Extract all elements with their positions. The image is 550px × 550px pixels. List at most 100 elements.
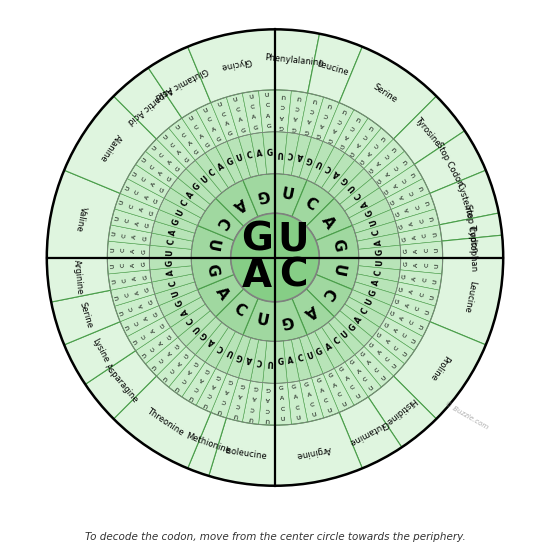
Text: G: G	[204, 142, 211, 148]
Wedge shape	[391, 294, 436, 322]
Text: A: A	[133, 276, 138, 280]
Text: U: U	[112, 231, 117, 236]
Wedge shape	[188, 412, 227, 476]
Text: A: A	[167, 160, 173, 166]
Text: U: U	[151, 145, 158, 152]
Wedge shape	[148, 47, 211, 118]
Text: Alanine: Alanine	[98, 132, 123, 163]
Text: G: G	[399, 223, 405, 229]
Wedge shape	[283, 133, 300, 175]
Wedge shape	[322, 153, 355, 192]
Text: U: U	[163, 134, 169, 141]
Text: A: A	[139, 207, 145, 213]
Text: © Buzzle.com: © Buzzle.com	[443, 401, 489, 431]
Wedge shape	[250, 340, 267, 383]
Wedge shape	[299, 335, 323, 378]
Text: A: A	[377, 160, 383, 166]
Text: U: U	[125, 324, 131, 330]
Wedge shape	[345, 297, 386, 327]
Text: G: G	[350, 359, 356, 366]
Text: C: C	[235, 402, 241, 408]
Wedge shape	[47, 257, 111, 302]
Wedge shape	[114, 294, 159, 322]
Wedge shape	[196, 103, 227, 147]
Wedge shape	[164, 188, 205, 218]
Text: G: G	[194, 149, 200, 156]
Wedge shape	[307, 332, 334, 373]
Text: A: A	[224, 121, 230, 128]
Text: A: A	[280, 114, 284, 119]
Text: G: G	[384, 322, 390, 328]
Wedge shape	[188, 29, 275, 103]
Text: G: G	[226, 157, 235, 168]
Text: A: A	[266, 396, 270, 402]
Text: C: C	[295, 405, 300, 411]
Text: G: G	[192, 182, 203, 192]
Text: U: U	[342, 107, 348, 114]
Wedge shape	[243, 381, 263, 425]
Text: G: G	[204, 366, 211, 373]
Text: C: C	[207, 392, 213, 398]
Text: G: G	[368, 166, 376, 173]
Text: A: A	[188, 368, 194, 375]
Wedge shape	[395, 209, 439, 233]
Text: C: C	[309, 107, 315, 113]
Text: U: U	[296, 415, 301, 421]
Wedge shape	[275, 299, 307, 342]
Text: Asparagine: Asparagine	[103, 362, 141, 404]
Text: A: A	[212, 284, 231, 302]
Text: U: U	[188, 394, 195, 400]
Text: C: C	[182, 376, 188, 383]
Text: U: U	[381, 134, 387, 141]
Wedge shape	[315, 327, 345, 369]
Text: U: U	[265, 417, 270, 422]
Text: A: A	[238, 392, 243, 398]
Text: A: A	[356, 141, 362, 147]
Text: U: U	[133, 171, 139, 177]
Wedge shape	[114, 194, 159, 221]
Circle shape	[231, 213, 319, 302]
Wedge shape	[216, 180, 258, 226]
Text: G: G	[316, 131, 322, 138]
Wedge shape	[47, 170, 120, 257]
Wedge shape	[442, 235, 503, 257]
Text: A: A	[207, 337, 218, 347]
Text: U: U	[340, 330, 351, 340]
Text: G: G	[395, 299, 402, 305]
Text: U: U	[255, 312, 270, 329]
Text: Cysteine: Cysteine	[455, 181, 474, 219]
Wedge shape	[120, 179, 164, 210]
Wedge shape	[155, 210, 197, 233]
Text: G: G	[364, 208, 375, 217]
Text: A: A	[280, 396, 284, 402]
Text: G: G	[142, 274, 149, 279]
Text: U: U	[265, 93, 270, 98]
Text: A: A	[212, 126, 217, 133]
Wedge shape	[323, 368, 354, 412]
Wedge shape	[364, 337, 405, 376]
Wedge shape	[368, 376, 436, 447]
Text: A: A	[256, 149, 263, 159]
Text: A: A	[320, 121, 326, 128]
Text: U: U	[347, 182, 358, 192]
Text: C: C	[424, 248, 430, 252]
Text: G: G	[377, 176, 384, 183]
Text: G: G	[166, 176, 173, 183]
Text: G: G	[279, 124, 284, 129]
Wedge shape	[307, 141, 334, 184]
Wedge shape	[287, 91, 307, 134]
Text: A: A	[324, 342, 334, 353]
Text: G: G	[304, 382, 310, 388]
Text: C: C	[309, 402, 315, 408]
Wedge shape	[258, 383, 275, 425]
Wedge shape	[311, 373, 339, 418]
Text: A: A	[356, 368, 362, 375]
Text: C: C	[159, 152, 166, 159]
Text: U: U	[202, 107, 208, 114]
Wedge shape	[216, 332, 243, 373]
Wedge shape	[216, 289, 258, 335]
Text: Glutamine: Glutamine	[347, 418, 390, 447]
Wedge shape	[170, 178, 210, 211]
Text: U: U	[425, 200, 431, 206]
Text: Tryptophan: Tryptophan	[467, 224, 478, 272]
